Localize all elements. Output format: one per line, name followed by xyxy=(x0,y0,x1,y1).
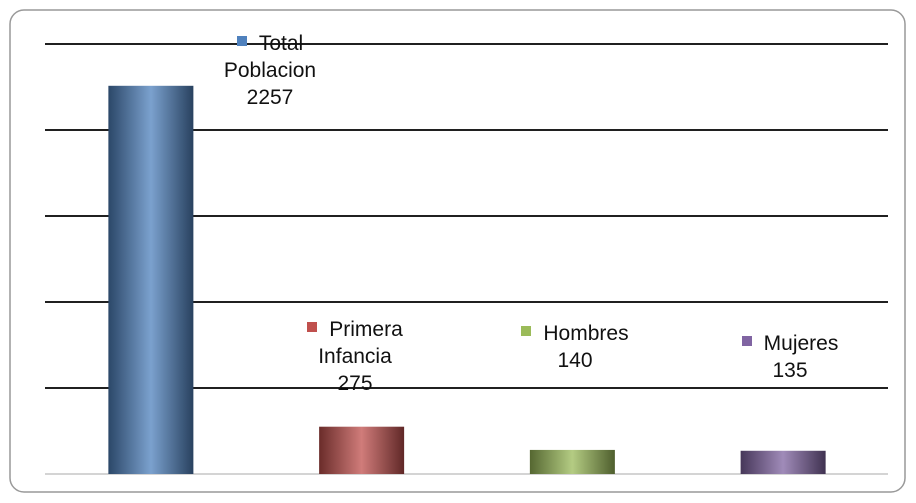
category-label: Total Poblacion xyxy=(223,32,317,82)
category-label: Primera Infancia xyxy=(318,318,403,368)
bar xyxy=(108,85,194,475)
category-label: Mujeres xyxy=(763,332,839,355)
value-label: 275 xyxy=(337,372,373,395)
value-label: 2257 xyxy=(246,86,294,109)
legend-swatch xyxy=(741,336,752,346)
legend-swatch xyxy=(236,36,247,46)
data-label: Hombres 140 xyxy=(500,320,650,374)
data-label: Total Poblacion 2257 xyxy=(195,30,345,111)
data-label: Primera Infancia 275 xyxy=(280,316,430,397)
legend-swatch xyxy=(307,322,318,332)
value-label: 140 xyxy=(557,349,593,372)
bar xyxy=(740,450,826,474)
bar xyxy=(319,426,405,474)
legend-swatch xyxy=(521,326,532,336)
bar xyxy=(529,449,615,474)
value-label: 135 xyxy=(772,359,808,382)
category-label: Hombres xyxy=(543,322,629,345)
data-label: Mujeres 135 xyxy=(715,330,865,384)
